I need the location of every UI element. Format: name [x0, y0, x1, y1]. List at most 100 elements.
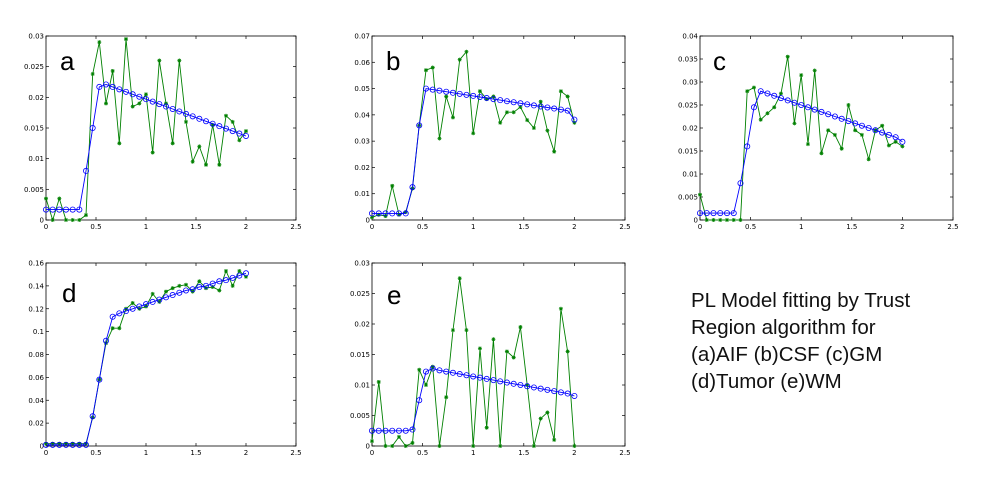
- measured-point: [484, 97, 489, 102]
- measured-point: [491, 337, 496, 342]
- fitted-point: [899, 138, 906, 145]
- measured-point: [210, 285, 215, 290]
- y-tick-label: 0.02: [28, 94, 44, 102]
- measured-point: [44, 196, 48, 201]
- fitted-point: [389, 427, 396, 434]
- fitted-point: [831, 113, 838, 120]
- measured-point: [70, 218, 75, 222]
- fitted-point: [409, 426, 416, 433]
- measured-point: [390, 183, 395, 188]
- caption-line: PL Model fitting by Trust: [691, 289, 911, 312]
- fitted-point: [571, 392, 578, 399]
- caption-line: (d)Tumor (e)WM: [691, 370, 842, 393]
- y-tick-label: 0.02: [354, 321, 370, 329]
- fitted-point: [96, 83, 103, 90]
- measured-point: [724, 218, 729, 222]
- x-tick-label: 0: [44, 449, 48, 457]
- fitted-point: [703, 210, 710, 217]
- fitted-point: [470, 92, 477, 99]
- fitted-point: [196, 115, 203, 122]
- y-tick-label: 0.03: [354, 260, 370, 268]
- fitted-point: [229, 274, 236, 281]
- fitted-point: [63, 206, 70, 213]
- fitted-point: [196, 284, 203, 291]
- fitted-point: [490, 377, 497, 384]
- fitted-point: [236, 272, 243, 279]
- fitted-point: [517, 100, 524, 107]
- fitted-point: [56, 206, 63, 213]
- measured-point: [471, 444, 476, 448]
- fitted-point: [89, 125, 96, 132]
- y-tick-label: 0.06: [28, 374, 44, 382]
- x-tick-label: 0: [370, 223, 374, 231]
- fitted-point: [149, 298, 156, 305]
- fitted-point: [43, 206, 50, 213]
- y-tick-label: 0.005: [678, 194, 698, 202]
- measured-point: [805, 142, 810, 147]
- fitted-point: [76, 206, 83, 213]
- fitted-point: [96, 376, 103, 383]
- measured-point: [893, 139, 898, 144]
- measured-point: [826, 128, 831, 133]
- fitted-point: [443, 368, 450, 375]
- fitted-point: [436, 87, 443, 94]
- fitted-point: [443, 88, 450, 95]
- measured-point: [110, 68, 115, 73]
- fitted-point: [123, 308, 130, 315]
- fitted-point: [169, 292, 176, 299]
- y-tick-label: 0.015: [24, 125, 44, 133]
- x-tick-label: 2: [244, 223, 248, 231]
- y-tick-label: 0.03: [354, 138, 370, 146]
- measured-point: [565, 94, 570, 99]
- measured-point: [511, 110, 516, 115]
- measured-point: [403, 444, 408, 448]
- fitted-point: [551, 105, 558, 112]
- fitted-point: [537, 385, 544, 392]
- fitted-point: [402, 210, 409, 217]
- plot-frame: [371, 35, 626, 221]
- fitted-point: [109, 83, 116, 90]
- y-tick-label: 0.025: [350, 290, 370, 298]
- fitted-point: [483, 375, 490, 382]
- fitted-point: [544, 104, 551, 111]
- x-tick-label: 2.5: [619, 223, 630, 231]
- measured-point: [64, 218, 68, 222]
- x-tick-label: 0: [44, 223, 48, 231]
- fitted-point: [544, 386, 551, 393]
- fitted-point: [402, 427, 409, 434]
- measured-point: [150, 291, 155, 296]
- measured-point: [477, 89, 482, 94]
- measured-point: [572, 120, 577, 125]
- caption-line: Region algorithm for: [691, 316, 876, 339]
- fitted-point: [242, 132, 249, 139]
- measured-point: [745, 89, 750, 94]
- measured-point: [50, 441, 55, 446]
- fitted-point: [149, 98, 156, 105]
- fitted-point: [564, 107, 571, 114]
- fitted-point: [879, 129, 886, 136]
- fitted-point: [83, 167, 90, 174]
- measured-point: [450, 328, 455, 333]
- x-tick-label: 0: [698, 223, 702, 231]
- fitted-point: [476, 93, 483, 100]
- chart-panel-a: 0 0.5 1 1.5 2 2.5 0 0.005 0.01 0.015 0.02 0.025 0.03…: [24, 33, 302, 232]
- fitted-point: [436, 367, 443, 374]
- measured-point: [70, 441, 75, 446]
- x-tick-label: 1: [144, 449, 148, 457]
- fitted-point: [375, 210, 382, 217]
- fitted-point: [530, 384, 537, 391]
- measured-point: [765, 111, 770, 116]
- measured-point: [558, 306, 563, 311]
- fitted-point: [838, 115, 845, 122]
- measured-point: [370, 439, 374, 444]
- y-tick-label: 0.02: [354, 164, 370, 172]
- measured-point: [57, 441, 62, 446]
- fitted-point: [202, 282, 209, 289]
- measured-point: [184, 282, 188, 287]
- y-tick-label: 0.03: [28, 33, 44, 41]
- fitted-point: [852, 120, 859, 127]
- y-tick-label: 0.02: [28, 420, 44, 428]
- fitted-point: [757, 88, 764, 95]
- fitted-point: [764, 90, 771, 97]
- measured-point: [552, 437, 557, 442]
